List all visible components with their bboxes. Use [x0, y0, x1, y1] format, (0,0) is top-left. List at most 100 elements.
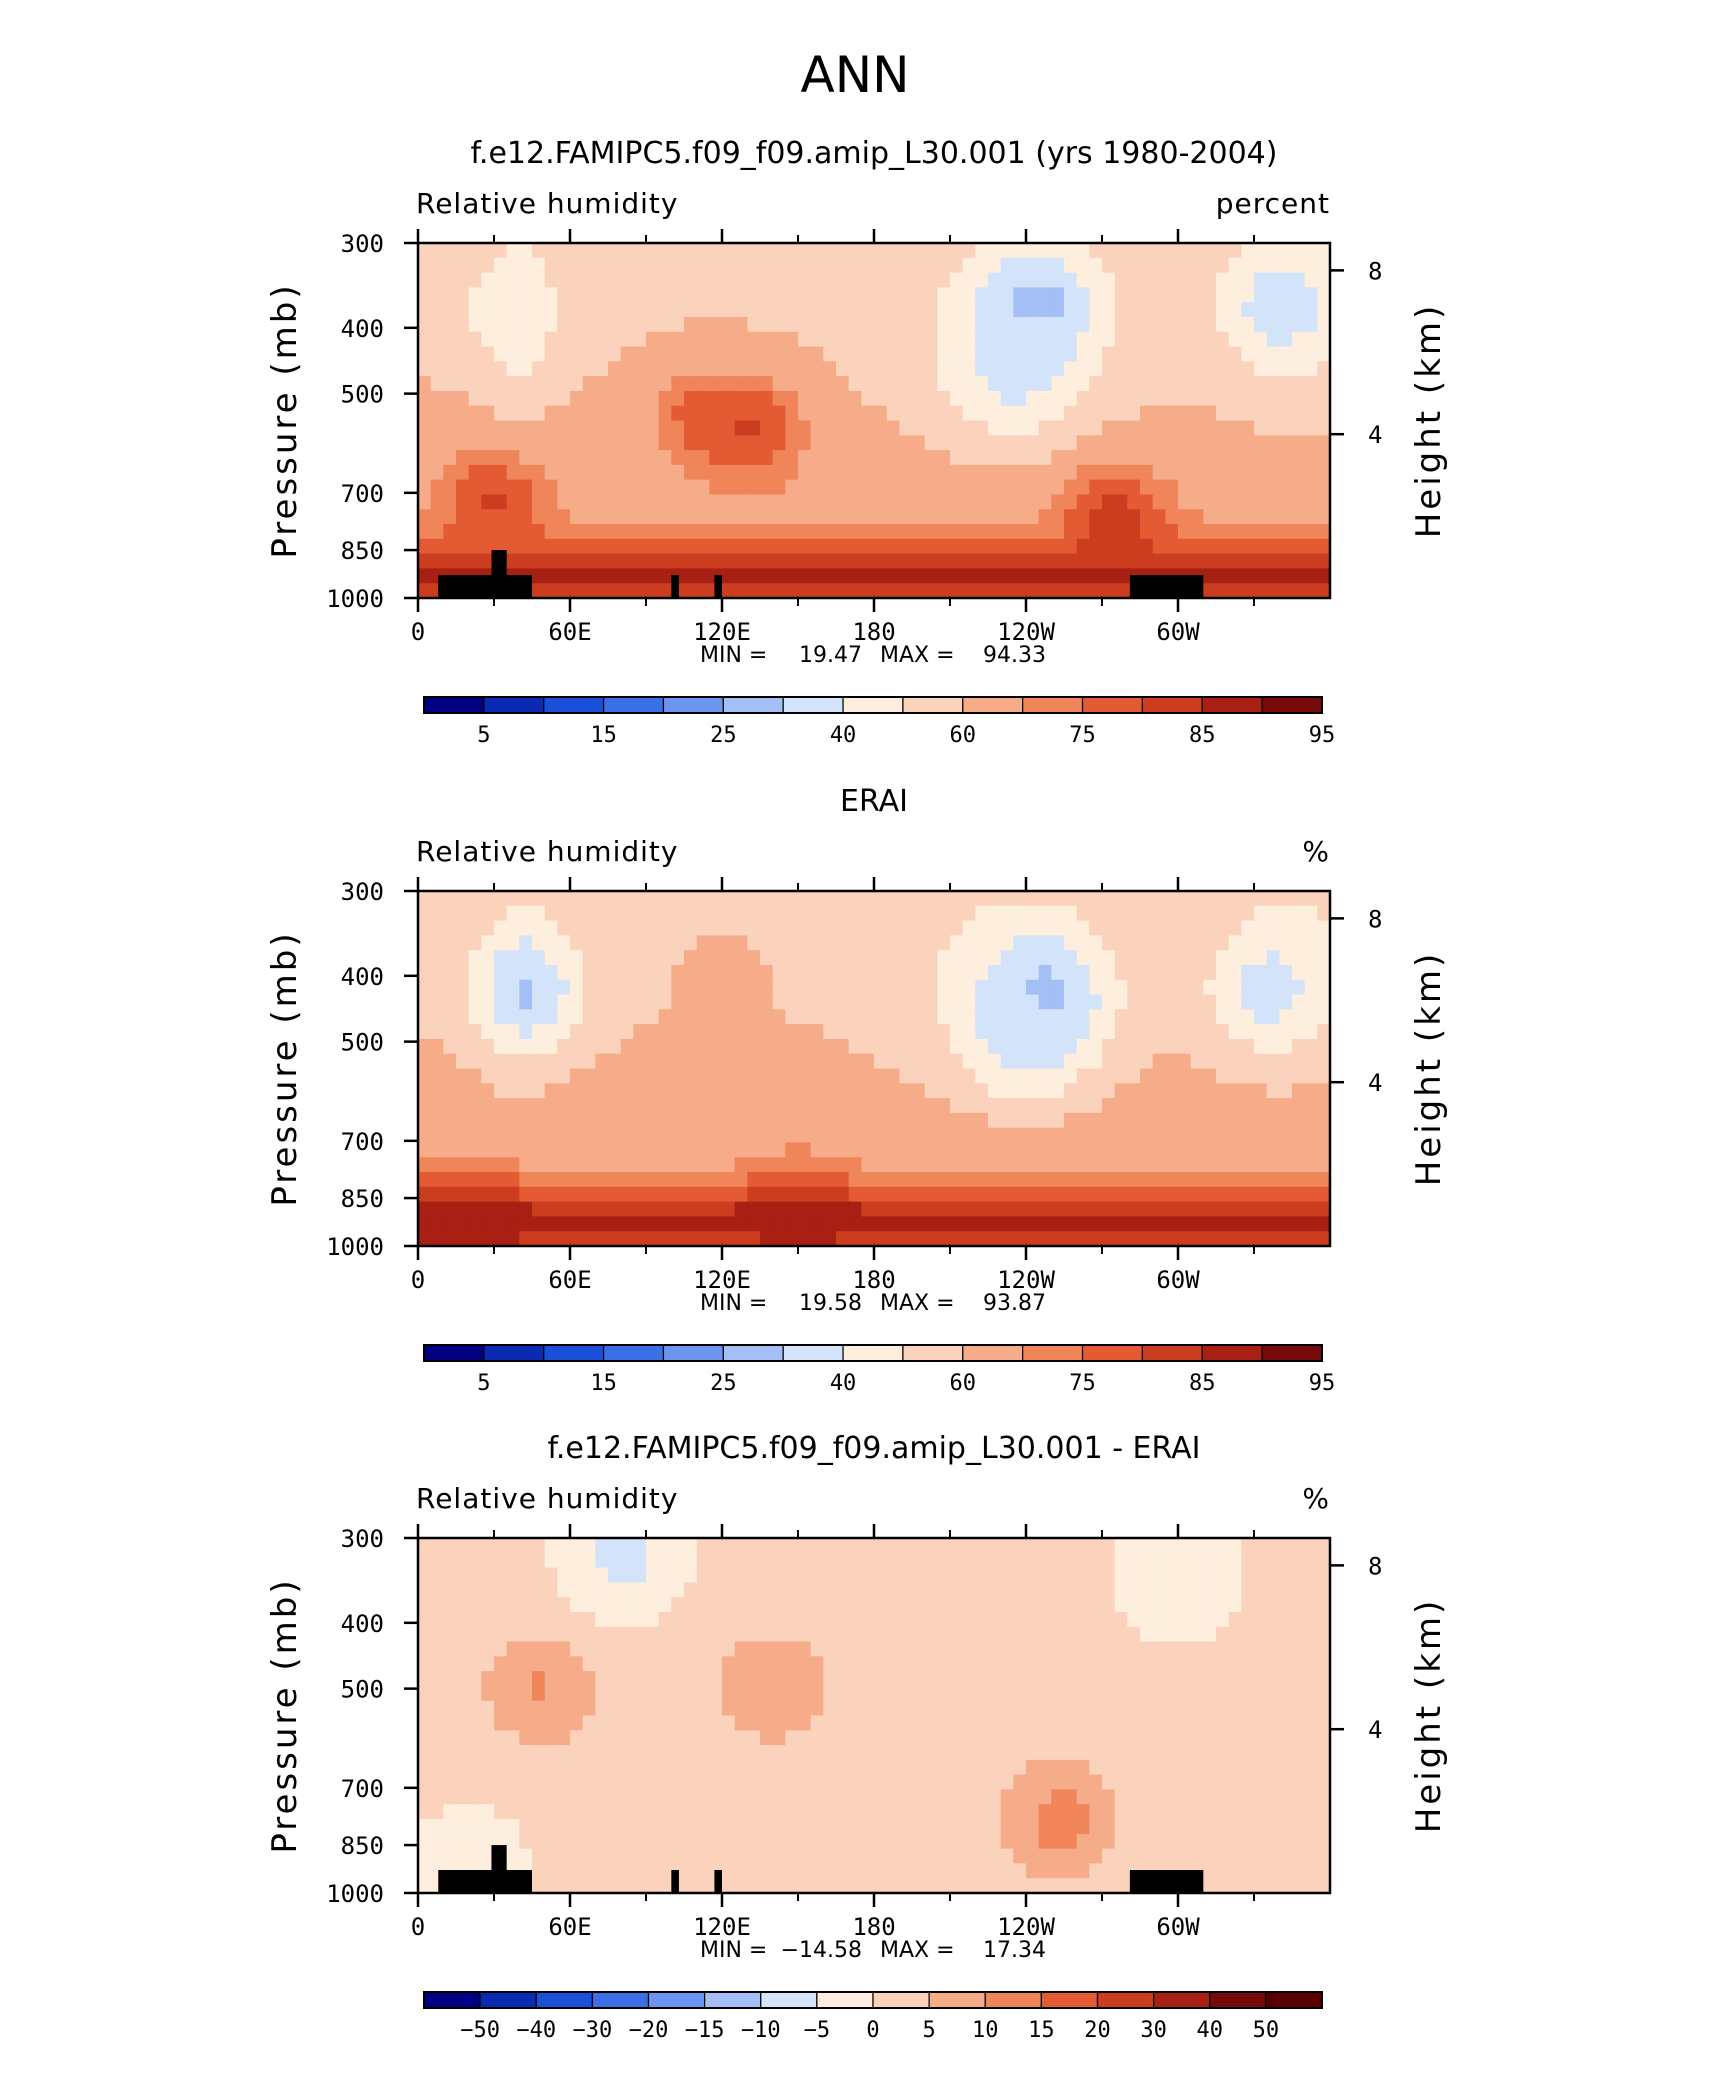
contour-cell [1026, 979, 1040, 996]
contour-cell [582, 1038, 596, 1055]
contour-cell [532, 302, 546, 318]
contour-cell [671, 450, 685, 466]
contour-cell [1089, 1038, 1103, 1055]
contour-cell [1228, 1715, 1242, 1731]
contour-cell [595, 1759, 609, 1776]
min-label: MIN = [700, 643, 767, 668]
colorbar-label: 75 [1069, 1371, 1096, 1396]
contour-cell [734, 435, 748, 451]
contour-cell [608, 1201, 622, 1218]
contour-cell [557, 302, 571, 318]
contour-cell [506, 1567, 520, 1583]
contour-cell [785, 1611, 799, 1628]
contour-cell [658, 302, 672, 318]
contour-cell [1064, 1201, 1078, 1218]
colorbar-label: 60 [950, 723, 977, 748]
contour-cell [1241, 1552, 1255, 1569]
contour-cell [798, 1552, 812, 1569]
contour-cell [671, 435, 685, 451]
contour-cell [1292, 1774, 1306, 1791]
contour-cell [709, 905, 723, 922]
contour-cell [1127, 935, 1141, 951]
contour-cell [544, 1068, 558, 1084]
contour-cell [1266, 1715, 1280, 1731]
contour-cell [722, 1671, 736, 1687]
contour-cell [874, 331, 888, 348]
contour-cell [696, 1804, 710, 1820]
contour-cell [760, 920, 774, 936]
contour-cell [975, 1024, 989, 1040]
contour-cell [582, 272, 596, 288]
contour-cell [988, 1127, 1002, 1144]
contour-cell [1165, 1626, 1179, 1643]
contour-cell [430, 287, 444, 303]
contour-cell [557, 1582, 571, 1598]
contour-cell [810, 1641, 824, 1657]
contour-cell [1216, 1024, 1230, 1040]
contour-cell [456, 509, 470, 525]
contour-cell [1114, 302, 1128, 318]
contour-cell [874, 287, 888, 303]
contour-cell [620, 272, 634, 288]
contour-cell [861, 435, 875, 451]
contour-cell [772, 243, 786, 259]
contour-cell [1203, 1700, 1217, 1717]
contour-cell [962, 905, 976, 922]
contour-cell [1013, 994, 1027, 1010]
contour-cell [1064, 1142, 1078, 1158]
contour-cell [481, 524, 495, 540]
contour-cell [570, 287, 584, 303]
contour-cell [848, 1231, 862, 1247]
contour-cell [912, 1567, 926, 1583]
contour-cell [760, 494, 774, 510]
contour-cell [582, 346, 596, 362]
contour-cell [1140, 464, 1154, 481]
contour-cell [1165, 1789, 1179, 1805]
contour-cell [1254, 964, 1268, 981]
contour-cell [886, 568, 900, 584]
contour-cell [1216, 1730, 1230, 1746]
contour-cell [1165, 1112, 1179, 1129]
contour-cell [1152, 1201, 1166, 1218]
contour-cell [1114, 1745, 1128, 1761]
contour-cell [810, 509, 824, 525]
contour-cell [924, 479, 938, 496]
contour-cell [582, 1671, 596, 1687]
contour-cell [1190, 509, 1204, 525]
contour-cell [709, 1552, 723, 1569]
contour-cell [532, 1626, 546, 1643]
contour-cell [1190, 1538, 1204, 1554]
contour-cell [608, 979, 622, 996]
x-tick-label: 0 [411, 618, 425, 646]
contour-cell [937, 1730, 951, 1746]
contour-cell [1304, 1009, 1318, 1025]
contour-cell [557, 390, 571, 407]
contour-cell [810, 1759, 824, 1776]
contour-cell [443, 316, 457, 333]
contour-cell [1165, 1186, 1179, 1203]
contour-cell [899, 1216, 913, 1232]
contour-cell [899, 1582, 913, 1598]
contour-cell [1241, 1186, 1255, 1203]
contour-cell [481, 509, 495, 525]
contour-cell [595, 1552, 609, 1569]
contour-cell [760, 1024, 774, 1040]
contour-cell [798, 1641, 812, 1657]
contour-cell [734, 935, 748, 951]
contour-cell [481, 1112, 495, 1129]
contour-cell [506, 361, 520, 377]
contour-cell [646, 920, 660, 936]
contour-cell [899, 450, 913, 466]
contour-cell [1026, 1597, 1040, 1613]
contour-cell [532, 346, 546, 362]
contour-cell [924, 1804, 938, 1820]
contour-cell [1026, 361, 1040, 377]
contour-cell [494, 979, 508, 996]
contour-cell [899, 1068, 913, 1084]
contour-cell [1140, 450, 1154, 466]
contour-cell [696, 920, 710, 936]
contour-cell [582, 479, 596, 496]
contour-cell [481, 346, 495, 362]
contour-cell [1114, 1567, 1128, 1583]
contour-cell [709, 891, 723, 907]
